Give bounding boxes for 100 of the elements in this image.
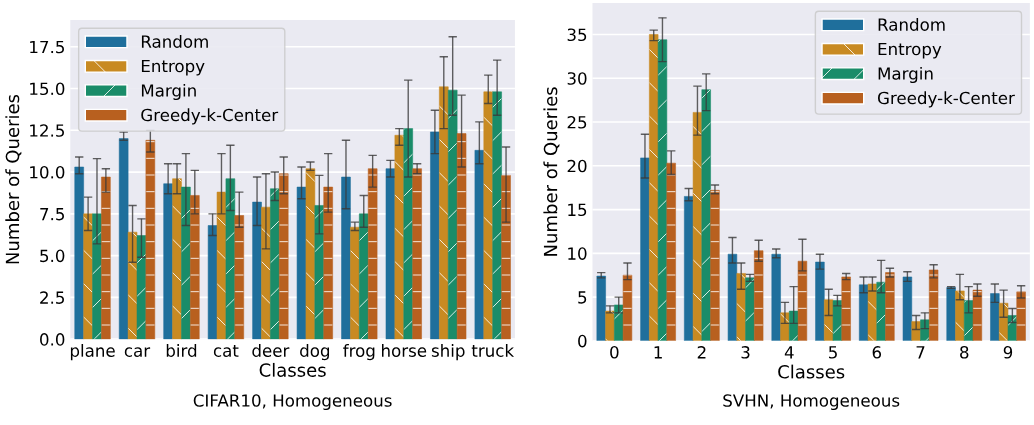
bar xyxy=(622,274,633,341)
y-tick-label: 30 xyxy=(567,72,587,85)
bar xyxy=(710,190,720,341)
x-tick-label: ship xyxy=(431,344,465,361)
x-tick-label: 6 xyxy=(872,346,882,359)
bar xyxy=(1016,291,1026,341)
bar xyxy=(867,283,878,341)
bar xyxy=(701,89,711,341)
x-tick-label: 0 xyxy=(610,346,619,359)
bar xyxy=(403,128,413,340)
bar xyxy=(234,215,244,340)
bar xyxy=(771,253,781,341)
bar xyxy=(181,186,191,340)
legend-label: Greedy-k-Center xyxy=(877,91,1015,108)
x-axis-title: Classes xyxy=(259,362,326,377)
bar xyxy=(815,261,825,341)
x-tick-label: 8 xyxy=(960,346,969,359)
y-tick-label: 5.0 xyxy=(40,249,65,263)
bar xyxy=(955,290,965,341)
y-tick-label: 20 xyxy=(567,159,587,173)
bar xyxy=(350,226,360,340)
bar xyxy=(359,213,369,340)
bar xyxy=(456,133,467,340)
bar xyxy=(74,166,84,340)
bar xyxy=(83,213,93,340)
bar xyxy=(745,277,755,341)
bar xyxy=(270,188,280,340)
y-tick-label: 0.0 xyxy=(40,333,65,346)
bar xyxy=(207,225,218,340)
text: CIFAR10, Homogeneous xyxy=(193,394,392,411)
bar xyxy=(928,269,939,341)
bar xyxy=(727,253,738,341)
x-tick-label: 2 xyxy=(697,346,706,359)
legend-label: Margin xyxy=(878,66,933,84)
x-tick-label: dog xyxy=(300,344,330,361)
y-axis-title: Number of Queries xyxy=(5,94,22,264)
bar xyxy=(252,201,262,340)
x-tick-label: plane xyxy=(70,344,115,361)
x-tick-label: 5 xyxy=(829,346,837,359)
x-tick-label: 7 xyxy=(916,346,925,359)
x-tick-label: cat xyxy=(213,344,239,357)
legend-label: Greedy-k-Center xyxy=(141,108,279,125)
x-tick-label: deer xyxy=(252,344,290,357)
bar xyxy=(314,205,325,340)
y-tick-label: 15.0 xyxy=(30,82,65,96)
bar xyxy=(296,186,307,340)
y-tick-label: 10 xyxy=(568,247,587,260)
legend-label: Entropy xyxy=(878,42,942,59)
bar xyxy=(605,310,615,341)
x-tick-label: bird xyxy=(166,344,197,357)
bar xyxy=(492,91,502,340)
y-tick-label: 17.5 xyxy=(30,40,64,54)
bar xyxy=(279,173,289,340)
bar xyxy=(225,178,236,340)
bar xyxy=(439,86,449,340)
bar xyxy=(692,112,703,341)
x-tick-label: 9 xyxy=(1003,346,1013,359)
x-tick-label: 4 xyxy=(784,346,794,359)
bar xyxy=(876,281,886,341)
y-tick-label: 12.5 xyxy=(30,124,64,137)
bar xyxy=(92,213,102,340)
bar xyxy=(118,138,129,340)
bar xyxy=(430,131,440,340)
bar xyxy=(101,176,111,340)
bar xyxy=(447,89,458,340)
x-tick-label: 1 xyxy=(654,346,662,359)
bar xyxy=(754,250,764,341)
bar xyxy=(736,273,746,341)
legend-label: Random xyxy=(141,34,208,48)
bar xyxy=(127,231,138,340)
x-tick-label: horse xyxy=(382,344,427,357)
bar xyxy=(261,206,271,340)
bar xyxy=(483,91,493,340)
bar xyxy=(666,162,676,341)
x-tick-label: car xyxy=(124,347,151,357)
bar xyxy=(172,178,182,340)
y-tick-label: 0 xyxy=(578,334,587,348)
bar xyxy=(902,276,913,341)
y-tick-label: 25 xyxy=(567,115,587,129)
x-tick-label: 3 xyxy=(741,346,750,359)
legend-label: Margin xyxy=(141,83,196,101)
bar xyxy=(946,287,956,341)
text: SVHN, Homogeneous xyxy=(723,394,900,411)
bar xyxy=(640,157,650,341)
x-tick-label: truck xyxy=(471,344,515,357)
bar xyxy=(885,272,895,341)
bar xyxy=(323,186,333,340)
bar xyxy=(385,168,396,340)
bar xyxy=(367,168,378,340)
bar xyxy=(305,168,316,340)
y-tick-label: 5 xyxy=(578,291,587,304)
bar xyxy=(657,39,668,341)
bar xyxy=(412,168,422,340)
bar xyxy=(474,150,485,340)
bar xyxy=(394,135,405,340)
bar xyxy=(190,195,200,340)
y-tick-label: 10.0 xyxy=(30,166,65,179)
bar xyxy=(990,293,1000,341)
bar xyxy=(216,191,227,340)
bar xyxy=(341,176,351,340)
